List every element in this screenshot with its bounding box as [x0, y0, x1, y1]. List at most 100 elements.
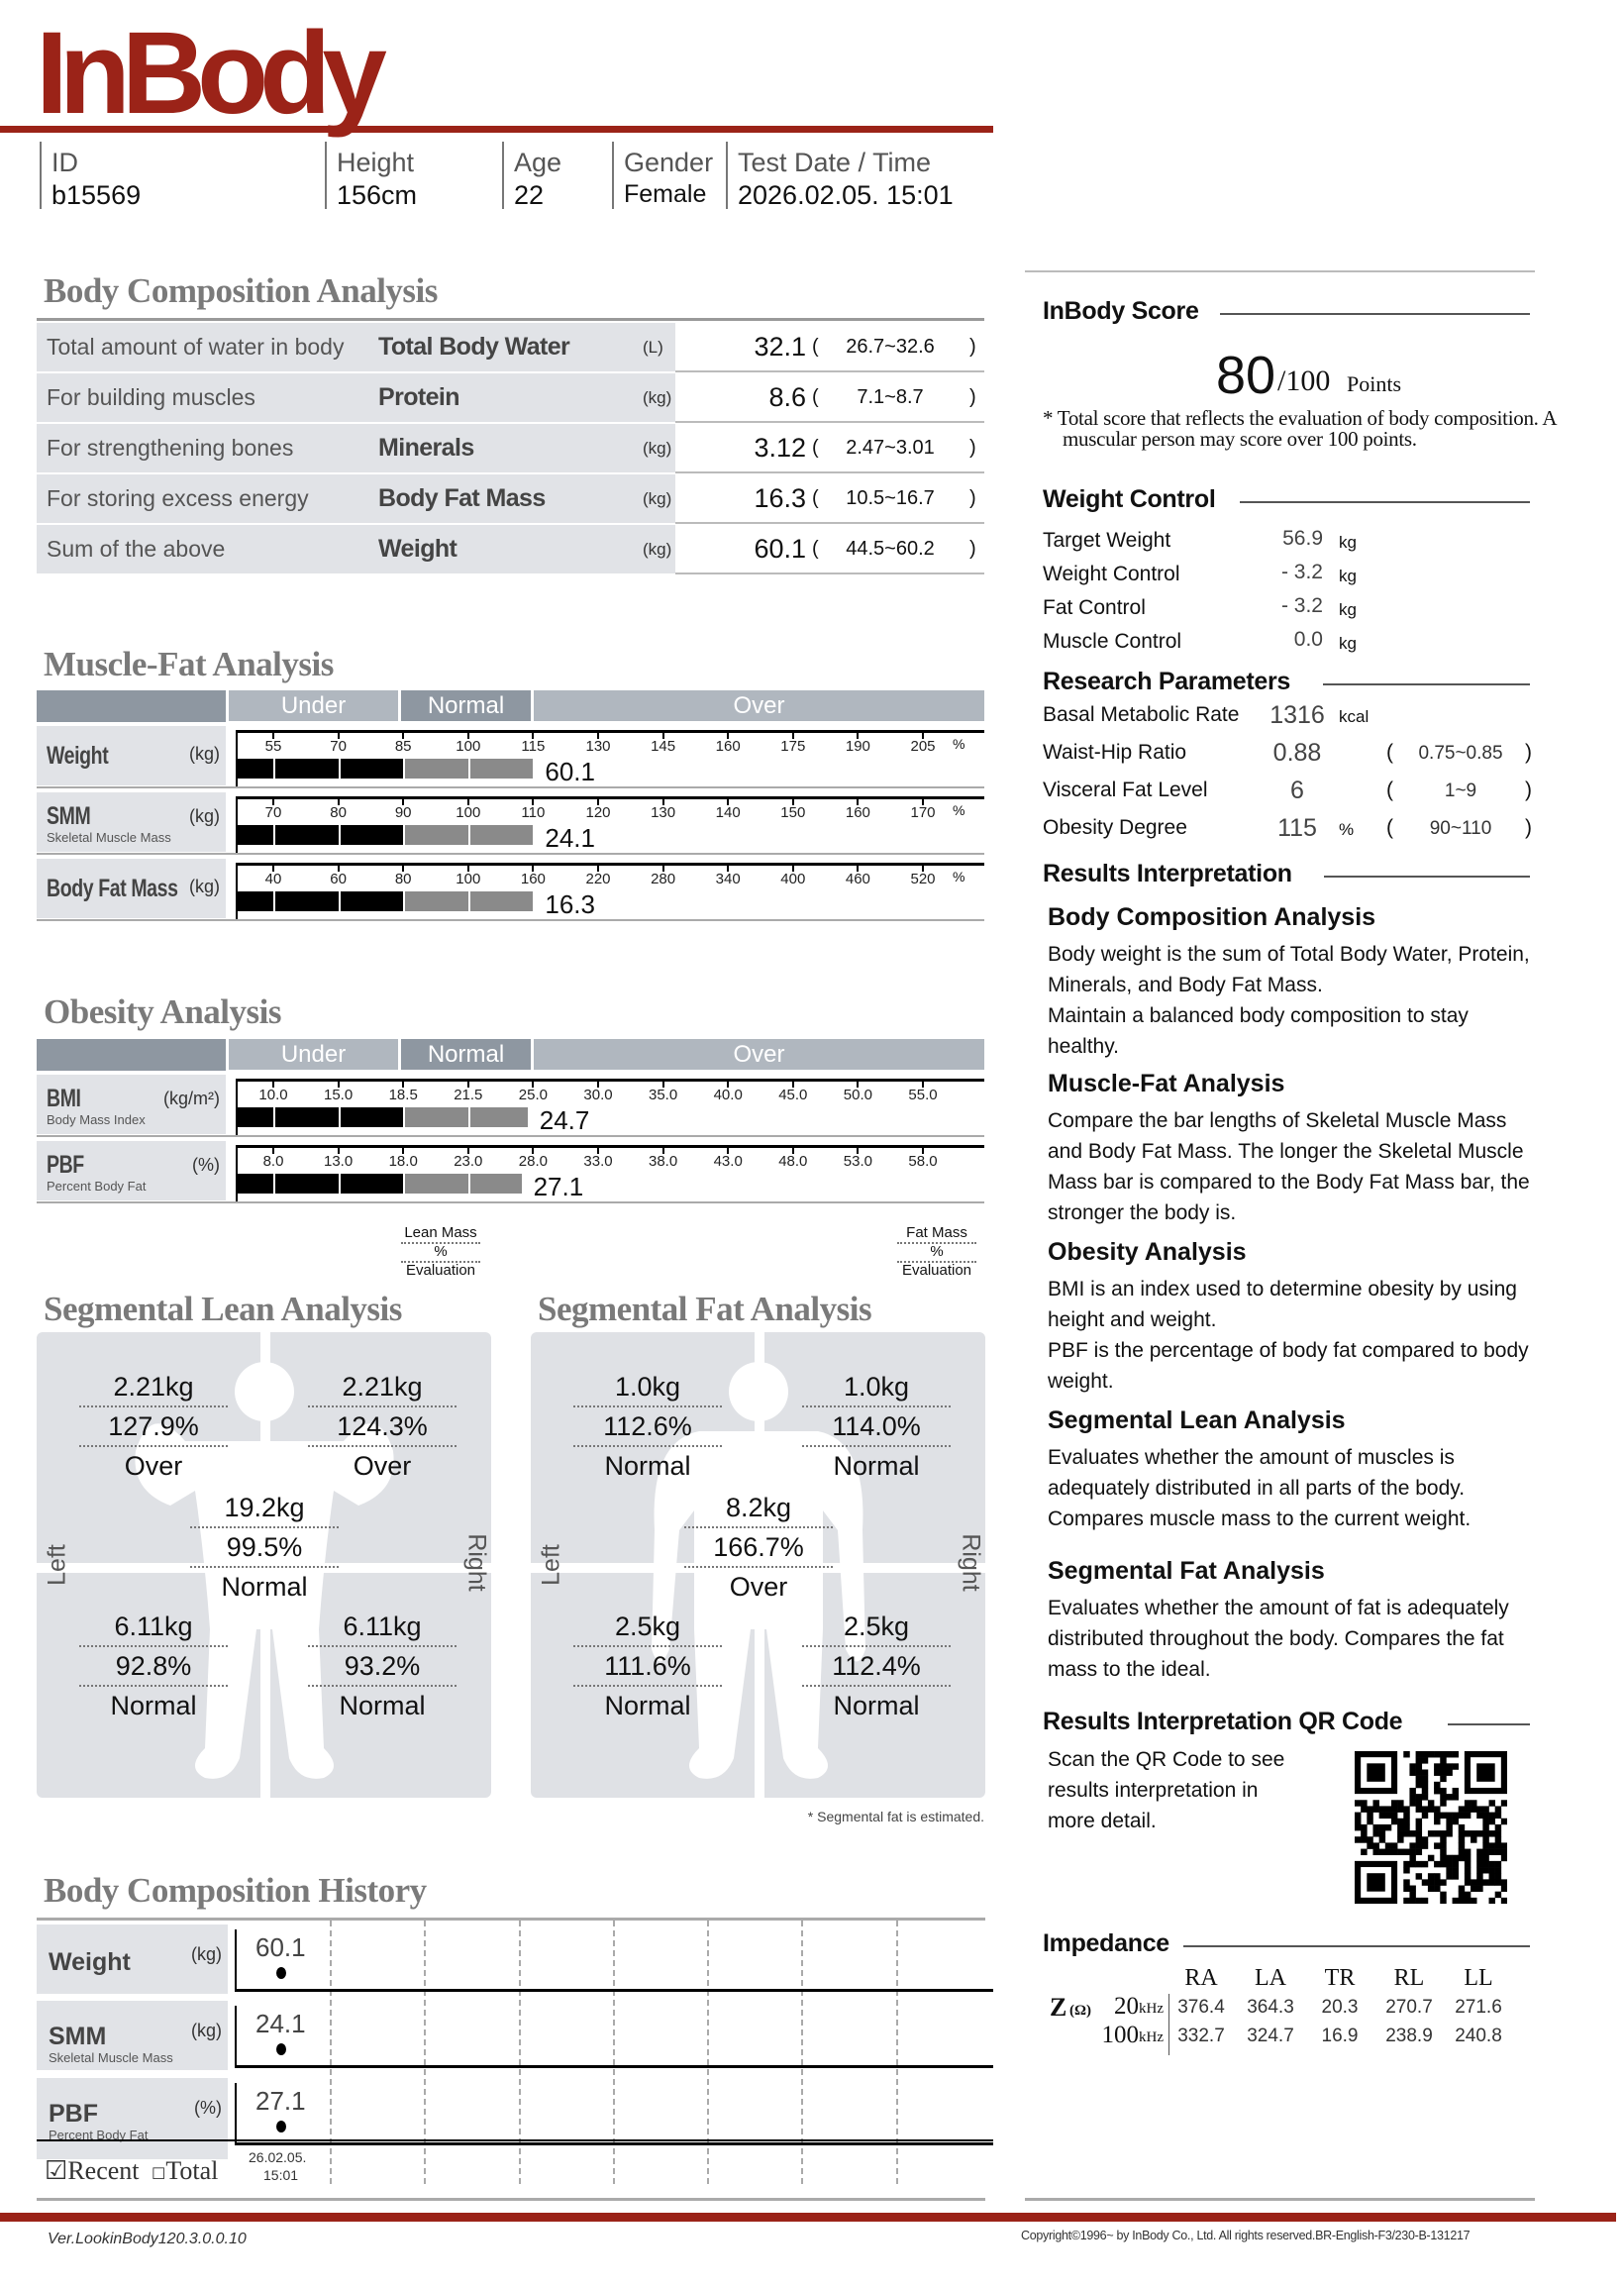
total-checkbox[interactable]: ☐Total [152, 2156, 218, 2186]
tick-mark [922, 1146, 924, 1154]
tick-mark [791, 1146, 794, 1154]
tick-label: 280 [651, 871, 676, 887]
right-leg-value-1: 93.2% [344, 1651, 421, 1681]
tick-label: 50.0 [843, 1087, 872, 1103]
total-label: Total [165, 2156, 219, 2185]
dotted-divider [573, 1645, 722, 1647]
field-label-3: Gender [624, 148, 714, 177]
history-row-label: PBF Percent Body Fat (%) [37, 2078, 228, 2159]
tick-mark [337, 731, 340, 739]
row-unit: (kg) [643, 489, 672, 508]
tick-label: 100 [456, 738, 481, 755]
legend-0: Fat Mass [897, 1224, 976, 1244]
right-arm-value-0: 2.21kg [342, 1372, 423, 1402]
history-gridline [801, 1921, 803, 2184]
history-value: 24.1 [255, 2009, 306, 2038]
bar-segment [236, 825, 273, 845]
open-paren: ( [812, 336, 819, 358]
trunk-value-0: 8.2kg [725, 1493, 792, 1522]
tick-label: 145 [651, 738, 676, 755]
table-row: For building muscles Protein (kg) 8.6(7.1~8… [37, 373, 984, 423]
table-row: Total amount of water in body Total Body … [37, 323, 984, 372]
checkbox-checked-icon[interactable]: ☑ [45, 2156, 68, 2185]
wc-label: Target Weight [1043, 529, 1171, 552]
row-subtitle: Percent Body Fat [47, 1179, 147, 1194]
bar-segment [340, 1107, 404, 1127]
tick-label: 140 [715, 804, 741, 821]
left-leg-value-1: 111.6% [604, 1651, 691, 1681]
tick-mark [857, 797, 860, 805]
dotted-divider [79, 1685, 228, 1687]
recent-checkbox[interactable]: ☑Recent [45, 2156, 140, 2186]
tick-mark [791, 797, 794, 805]
row-unit: (kg) [191, 1944, 222, 1964]
checkbox-icon[interactable]: ☐ [152, 2166, 166, 2183]
weight-control-heading: Weight Control [1043, 485, 1216, 513]
row-divider [675, 370, 984, 372]
tick-mark [272, 797, 274, 805]
bar-segment [405, 1107, 468, 1127]
bar-segment [469, 1107, 528, 1127]
interp-line: PBF is the percentage of body fat compar… [1048, 1339, 1529, 1362]
tick-mark [727, 864, 730, 872]
tick-label: 21.5 [454, 1087, 483, 1103]
interp-line: Evaluates whether the amount of muscles … [1048, 1446, 1455, 1469]
row-unit: (kg) [191, 2021, 222, 2040]
open-paren: ( [1386, 816, 1393, 839]
legend-2: Evaluation [405, 1262, 476, 1279]
history-baseline [235, 2142, 993, 2145]
percent-label: % [953, 802, 965, 818]
interp-line: weight. [1048, 1370, 1114, 1393]
history-double-line [37, 2139, 993, 2141]
left-arm-value-1: 127.9% [108, 1411, 199, 1441]
obesity-title: Obesity Analysis [44, 992, 281, 1031]
row-unit: (%) [192, 1155, 220, 1175]
row-unit: (kg/m²) [163, 1089, 220, 1108]
version-text: Ver.LookinBody120.3.0.0.10 [48, 2231, 247, 2247]
rp-label: Basal Metabolic Rate [1043, 703, 1240, 726]
history-point [276, 2121, 286, 2132]
tick-mark [922, 1080, 924, 1088]
trunk-value-2: Over [729, 1572, 788, 1602]
tick-mark [337, 1080, 340, 1088]
qr-code-graphic [1355, 1751, 1508, 1905]
field-value-3: Female [624, 180, 707, 208]
row-divider [37, 1135, 984, 1137]
interp-line: stronger the body is. [1048, 1201, 1237, 1224]
tick-label: 160 [715, 738, 741, 755]
tick-mark [466, 864, 469, 872]
band-under: Under [229, 1039, 398, 1070]
history-gridline [613, 1921, 615, 2184]
close-paren: ) [1525, 779, 1532, 801]
dotted-divider [190, 1566, 339, 1568]
segmental_fat-panel: Left Right 1.0kg 112.6% Normal 1.0kg 114.0% Nor… [531, 1332, 985, 1798]
legend-1: % [401, 1243, 480, 1263]
row-divider [37, 853, 984, 855]
field-label-4: Test Date / Time [738, 148, 932, 177]
qr-text: results interpretation in [1048, 1779, 1259, 1802]
bar-segment [405, 1174, 468, 1194]
impedance-heading: Impedance [1043, 1929, 1169, 1957]
tick-label: 115 [521, 738, 546, 755]
band-over: Over [534, 690, 984, 721]
heading-rule [1183, 1945, 1530, 1947]
tick-mark [532, 1146, 535, 1154]
band-header-blank [37, 690, 226, 722]
row-label-pbf: PBF Percent Body Fat (%) [37, 1141, 226, 1200]
tick-label: 100 [456, 804, 481, 821]
tick-label: 70 [264, 804, 282, 821]
dotted-divider [802, 1685, 951, 1687]
rp-label: Waist-Hip Ratio [1043, 741, 1187, 764]
left-arm-value-0: 2.21kg [113, 1372, 194, 1402]
trunk-value-1: 99.5% [226, 1532, 303, 1562]
left-leg-value-0: 2.5kg [614, 1612, 681, 1641]
wc-unit: kg [1339, 600, 1357, 619]
row-name: BMI [47, 1085, 81, 1112]
row-name: PBF [49, 2100, 98, 2128]
tick-label: 120 [585, 804, 611, 821]
bar-segment [275, 825, 339, 845]
row-unit: (kg) [189, 877, 220, 896]
tick-mark [857, 1080, 860, 1088]
tick-mark [402, 864, 405, 872]
interp-line: Body weight is the sum of Total Body Wat… [1048, 943, 1530, 966]
